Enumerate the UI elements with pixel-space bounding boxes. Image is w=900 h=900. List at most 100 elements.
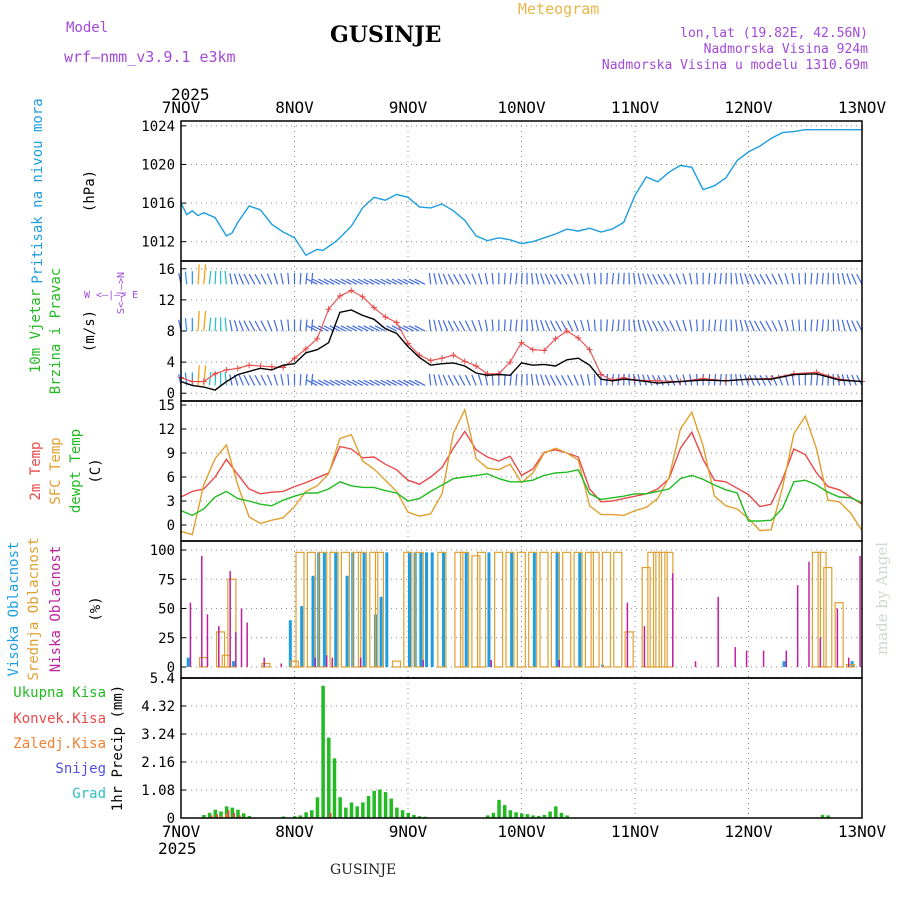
wind-barb: [197, 264, 200, 285]
wind-barb: [606, 272, 608, 285]
wind-gust-mark: [393, 319, 400, 326]
wind-barb: [851, 374, 857, 386]
precip-ylabel: 1hr Precip (mm): [110, 685, 126, 811]
wind-barb: [617, 272, 620, 285]
precip-y-tick-0: 0: [167, 811, 175, 827]
precip-bar-total: [230, 807, 235, 818]
cloud-bar-high: [578, 552, 582, 667]
wind-barb: [791, 374, 795, 386]
cloud-bar-high: [782, 661, 786, 667]
precip-bar-frz: [219, 815, 222, 818]
wind-barb: [224, 270, 227, 285]
cloud-bar-low: [422, 659, 424, 667]
wind-barb: [458, 273, 466, 285]
wind-barb: [363, 278, 375, 285]
wind-barb: [391, 379, 403, 386]
cloud-bar-low: [643, 626, 646, 667]
wind-barb: [340, 325, 352, 332]
wind-barb: [515, 272, 518, 285]
cloud-bar-mid: [641, 566, 651, 668]
cloud-bar-low: [717, 596, 719, 667]
precip-bar-total: [565, 815, 569, 818]
wind-barb: [374, 379, 386, 386]
wind-barb: [675, 374, 681, 386]
temp-y-tick-15: 15: [158, 398, 175, 414]
precip-bar-total: [332, 758, 337, 818]
precip-bar-total: [236, 809, 240, 818]
cloud-bar-mid: [414, 551, 424, 668]
wind-barb: [515, 319, 518, 332]
footer-location: GUSINJE: [330, 862, 397, 878]
wind-barb: [675, 320, 681, 332]
cloud-bar-mid: [454, 551, 464, 668]
wind-barb: [254, 320, 261, 332]
wind-barb: [305, 272, 308, 285]
cloud-bar-mid: [227, 578, 237, 668]
wind-barb: [682, 273, 687, 285]
x-tick-bottom-8NOV: 8NOV: [275, 822, 314, 841]
precip-bar-total: [485, 815, 490, 818]
temp-title-2m: 2m Temp: [28, 441, 44, 500]
wind-barb: [484, 373, 489, 386]
wind-barb: [203, 311, 207, 332]
wind-barb: [447, 320, 454, 332]
wind-barb: [214, 270, 217, 285]
wind-barb: [611, 319, 614, 332]
wind-barb: [260, 374, 267, 386]
precip-bar-conv: [329, 812, 332, 818]
series-sfc-temp: [180, 407, 863, 536]
cloud-bar-mid: [562, 551, 572, 668]
wind-barb: [515, 373, 518, 386]
cloud-bar-high: [555, 552, 559, 667]
precip-legend-1: Konvek.Kisa: [13, 711, 106, 727]
wind-barb: [586, 272, 591, 285]
wind-barb: [544, 273, 551, 285]
wind-barb: [841, 272, 846, 285]
x-tick-top-10NOV: 10NOV: [497, 98, 546, 117]
wind-gust-mark: [200, 378, 207, 385]
cloud-bar-low: [796, 585, 799, 667]
wind-barb: [477, 319, 483, 332]
wind-barb: [318, 379, 329, 386]
panel-wind: 0 4 8 12 16: [158, 260, 865, 402]
wind-gust-mark: [325, 306, 332, 313]
x-tick-bottom-13NOV: 13NOV: [838, 822, 887, 841]
cloud-bar-high: [425, 552, 429, 667]
cloud-bar-low: [280, 663, 282, 667]
pressure-y-tick-1020: 1020: [141, 157, 175, 173]
wind-barb: [208, 371, 212, 386]
wind-barb: [306, 379, 318, 386]
precip-bar-total: [304, 812, 308, 818]
wind-y-tick-4: 4: [167, 355, 175, 371]
cloud-bar-low: [745, 650, 748, 667]
pressure-title: Pritisak na nivou mora: [30, 98, 46, 283]
wind-barb: [567, 374, 574, 386]
wind-barb: [238, 374, 244, 386]
precip-bar-conv: [216, 814, 219, 818]
cloud-bar-mid: [403, 551, 413, 668]
precip-bar-total: [497, 799, 501, 818]
wind-barb: [305, 319, 308, 332]
wind-barb: [238, 273, 244, 285]
wind-barb: [464, 273, 471, 285]
wind-barb: [586, 319, 591, 332]
x-tick-bottom-9NOV: 9NOV: [389, 822, 428, 841]
x-tick-bottom-7NOV: 7NOV: [162, 822, 201, 841]
wind-barb: [535, 374, 540, 386]
wind-barb: [428, 373, 432, 386]
cloud-bar-high: [510, 552, 514, 667]
wind-barb: [555, 320, 562, 332]
cloud-y-tick-100: 100: [150, 543, 175, 559]
wind-barb: [352, 379, 363, 386]
precip-bar-total: [554, 806, 558, 818]
wind-barb: [453, 375, 460, 386]
wind-compass: W <—|—> E: [84, 290, 138, 301]
cloud-bar-mid: [437, 551, 447, 668]
wind-barb: [759, 320, 767, 332]
wind-gust-mark: [461, 358, 468, 365]
wind-barb: [184, 271, 188, 285]
wind-barb: [352, 325, 363, 332]
precip-legend-0: Ukupna Kisa: [13, 685, 106, 701]
wind-barb: [530, 319, 534, 332]
panel-cloud: 0 25 50 75 100: [150, 540, 863, 679]
